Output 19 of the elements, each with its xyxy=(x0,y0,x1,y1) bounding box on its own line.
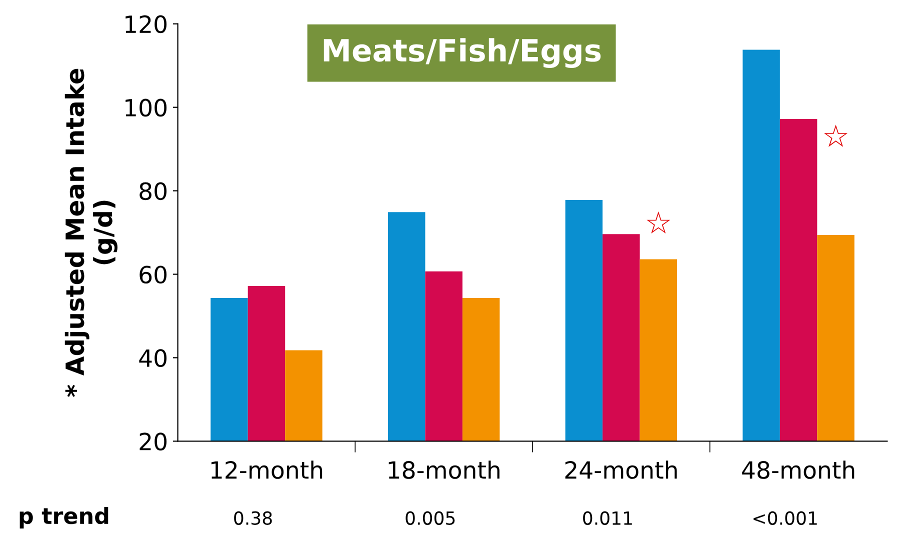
x-tick-label: 12-month xyxy=(211,460,322,479)
text: <0.001 xyxy=(754,511,817,525)
y-tick-label: 20 xyxy=(140,432,167,450)
annotation: ☆ xyxy=(824,124,848,147)
x-tick-label: 18-month xyxy=(388,460,500,479)
text: 0.005 xyxy=(406,511,455,525)
y-axis-title: * Adjusted Mean Intake (g/d) xyxy=(64,68,118,397)
x-tick-label: 24-month xyxy=(565,460,677,479)
x-tick-label: 48-month xyxy=(742,460,854,479)
y-tick-label: 100 xyxy=(126,98,167,117)
y-tick-label: 80 xyxy=(140,182,167,200)
annotation: ☆ xyxy=(646,211,670,234)
y-tick-label: 60 xyxy=(140,266,167,284)
text: 0.011 xyxy=(583,511,632,525)
y-tick-label: 120 xyxy=(126,15,167,34)
y-tick-label: 40 xyxy=(139,349,167,368)
text: 0.38 xyxy=(234,511,272,525)
text: p trend xyxy=(20,506,108,528)
chart-title: Meats/Fish/Eggs xyxy=(324,38,601,68)
